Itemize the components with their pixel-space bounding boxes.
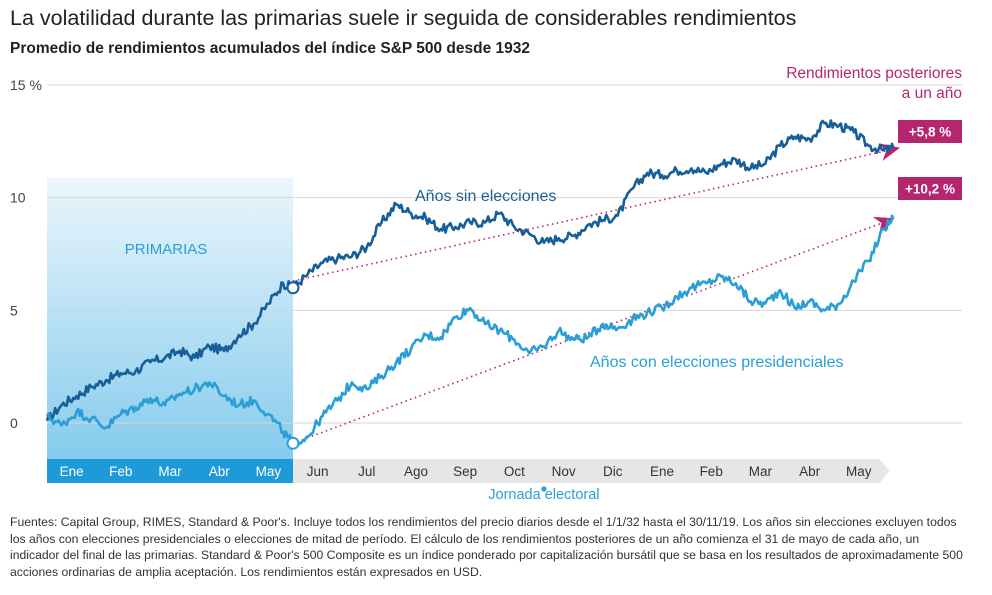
election-day-label: Jornada electoral	[488, 487, 599, 503]
chart-title: La volatilidad durante las primarias sue…	[10, 6, 797, 30]
chart-subtitle: Promedio de rendimientos acumulados del …	[10, 40, 531, 57]
month-label: Sep	[453, 464, 477, 479]
primarias-label: PRIMARIAS	[125, 241, 208, 258]
start-marker	[286, 281, 300, 295]
month-label: Feb	[700, 464, 723, 479]
month-label: Ene	[60, 464, 84, 479]
month-band-later	[293, 459, 890, 483]
month-band-primarias	[47, 459, 293, 483]
y-tick-label: 5	[10, 302, 18, 318]
y-tick-label: 0	[10, 415, 18, 431]
month-label: May	[846, 464, 872, 479]
month-label: Jul	[358, 464, 375, 479]
month-label: Feb	[109, 464, 132, 479]
month-label: Jun	[307, 464, 329, 479]
month-label: Oct	[504, 464, 525, 479]
month-label: Abr	[209, 464, 231, 479]
primarias-region	[47, 178, 293, 459]
y-tick-label: 15 %	[10, 77, 42, 93]
month-label: May	[256, 464, 282, 479]
end-value-label: +5,8 %	[909, 125, 951, 140]
month-label: Ago	[404, 464, 428, 479]
annotation-header: Rendimientos posteriores a un año	[786, 65, 962, 102]
month-label: Dic	[603, 464, 623, 479]
start-marker	[286, 436, 300, 450]
series-label-election: Años con elecciones presidenciales	[590, 354, 843, 371]
month-label: Mar	[158, 464, 182, 479]
election-day-dot	[541, 486, 547, 492]
month-label: Nov	[552, 464, 576, 479]
end-value-label: +10,2 %	[905, 182, 955, 197]
month-label: Abr	[799, 464, 821, 479]
chart-area: PRIMARIAS 0 5 10 15 % Ene Feb Mar Abr May Jun Jul…	[10, 65, 962, 503]
series-line	[45, 214, 895, 447]
month-label: Ene	[650, 464, 674, 479]
series-line	[45, 119, 895, 422]
end-value-badge	[898, 120, 962, 143]
series-label-no-election: Años sin elecciones	[415, 188, 556, 205]
y-tick-label: 10	[10, 190, 26, 206]
month-label: Mar	[749, 464, 773, 479]
source-footnote: Fuentes: Capital Group, RIMES, Standard …	[10, 515, 963, 579]
end-value-badge	[898, 177, 962, 200]
trend-line	[292, 221, 884, 445]
